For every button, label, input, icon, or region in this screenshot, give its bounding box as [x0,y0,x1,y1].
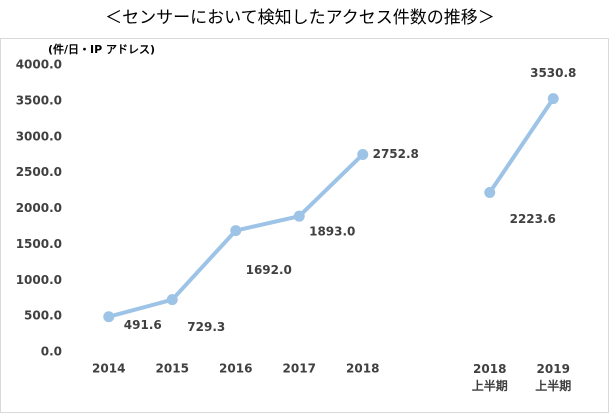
marker [357,148,369,160]
marker [484,186,496,198]
x-tick-label: 2018 [346,362,379,376]
marker [293,210,305,222]
marker [230,225,242,237]
data-label: 491.6 [124,318,162,332]
x-tick-label: 2017 [283,362,316,376]
y-tick-label: 1000.0 [16,273,62,287]
data-label: 2223.6 [510,212,556,226]
data-label: 1893.0 [309,225,355,239]
chart-border [0,38,609,413]
data-label: 1692.0 [246,263,292,277]
y-tick-label: 2000.0 [16,201,62,215]
y-tick-label: 0.0 [41,345,62,359]
x-tick-label: 2018 上半期 [472,362,508,393]
y-tick-label: 3500.0 [16,93,62,107]
data-label: 729.3 [187,320,225,334]
marker [103,311,115,323]
data-label: 3530.8 [530,66,576,80]
y-tick-label: 4000.0 [16,58,62,72]
x-tick-label: 2015 [156,362,189,376]
x-tick-label: 2014 [92,362,125,376]
y-tick-label: 3000.0 [16,129,62,143]
line [488,97,555,194]
chart-title: ＜センサーにおいて検知したアクセス件数の推移＞ [105,8,495,28]
y-axis-unit: (件/日・IP アドレス) [48,42,155,56]
y-tick-label: 1500.0 [16,237,62,251]
y-tick-label: 2500.0 [16,165,62,179]
x-tick-label: 2019 上半期 [535,362,571,393]
x-tick-label: 2016 [219,362,252,376]
marker [166,294,178,306]
marker [547,93,559,105]
y-tick-label: 500.0 [24,309,62,323]
data-label: 2752.8 [373,147,419,161]
